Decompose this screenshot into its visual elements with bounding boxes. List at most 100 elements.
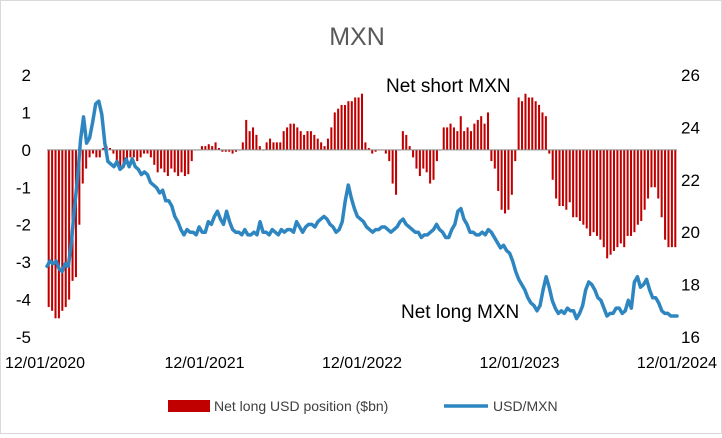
bar [664,149,667,240]
bar [170,149,173,169]
bar [347,101,350,150]
bar [279,142,282,150]
x-tick-label: 12/01/2021 [164,355,244,372]
bar [548,149,551,154]
bar [354,97,357,150]
bar [313,134,316,150]
bar [173,149,176,173]
bar [572,149,575,218]
bar [408,146,411,150]
bar [473,123,476,150]
bar [122,149,125,165]
bar [139,149,142,158]
bar [61,149,64,311]
bar [132,149,135,158]
bar [650,149,653,188]
bar [653,149,656,188]
bar [88,149,91,158]
bar [493,149,496,169]
left-tick-label: -3 [16,253,31,272]
x-axis-ticks: 12/01/2020 12/01/2021 12/01/2022 12/01/2023… [5,355,717,372]
bar [252,127,255,150]
bar [146,149,149,154]
bar-series [47,93,677,319]
left-tick-label: 0 [22,141,31,160]
bar [612,149,616,251]
bar [299,131,302,150]
bar [626,149,629,236]
bar [282,131,285,150]
bar [211,146,214,150]
bar [91,149,94,154]
bar [531,97,534,150]
bar [606,149,609,259]
bar [585,149,588,229]
bar [163,149,166,173]
bar [623,149,626,248]
bar [119,149,122,169]
bar [309,131,312,150]
bar [364,142,367,150]
bar [248,131,251,150]
bar [350,101,353,150]
bar [47,149,50,308]
bar [442,127,445,150]
bar [156,149,159,173]
bar [245,119,248,150]
bar [575,149,578,218]
bar [514,149,517,162]
left-axis-ticks: 2 1 0 -1 -2 -3 -4 -5 [16,66,31,347]
bar [143,149,146,154]
bar [490,149,493,162]
bar [296,127,299,150]
bar [480,116,483,150]
bar [286,127,289,150]
legend: Net long USD position ($bn) USD/MXN [168,398,558,414]
right-tick-label: 22 [681,171,700,190]
bar [422,149,425,169]
bar [541,112,544,150]
bar [466,127,469,150]
bar [255,134,258,150]
bar [231,149,234,154]
bar [200,146,203,150]
left-tick-label: 1 [22,103,31,122]
bar [207,144,210,150]
bar [190,149,193,162]
bar [469,131,472,150]
bar [217,147,220,150]
bar [534,101,537,150]
bar [555,149,558,199]
bar [337,108,340,150]
bar [241,142,244,150]
right-tick-label: 16 [681,328,700,347]
bar [561,149,564,206]
bar [269,138,272,150]
bar [395,149,398,195]
bar [54,149,57,319]
left-tick-label: 2 [22,66,31,85]
bar [432,149,435,180]
bar [258,146,261,150]
bar [565,149,568,210]
bar [371,149,374,154]
bar [660,149,663,218]
bar [633,149,636,233]
bar [166,149,169,177]
bar [643,149,646,210]
bar [102,147,105,150]
bar [412,149,415,158]
bar [405,134,408,150]
bar [592,149,595,233]
bar [214,142,217,150]
bar [483,123,486,150]
bar [456,131,459,150]
annotation-net-short: Net short MXN [386,76,511,97]
bar [289,123,292,150]
bar [657,149,660,199]
bar [221,149,224,152]
bar [463,131,466,150]
bar [74,149,77,278]
bar [670,149,673,248]
bar [524,93,527,150]
